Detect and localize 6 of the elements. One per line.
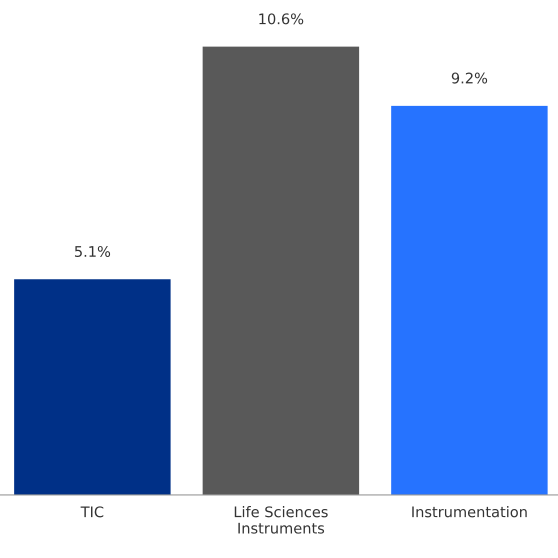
x-tick-label: TIC xyxy=(80,506,104,518)
x-tick-label: Life Sciences Instruments xyxy=(234,506,328,534)
data-label: 10.6% xyxy=(259,13,304,24)
data-label: 5.1% xyxy=(74,246,110,257)
x-tick-label: Instrumentation xyxy=(412,506,527,518)
data-label: 9.2% xyxy=(452,72,488,84)
